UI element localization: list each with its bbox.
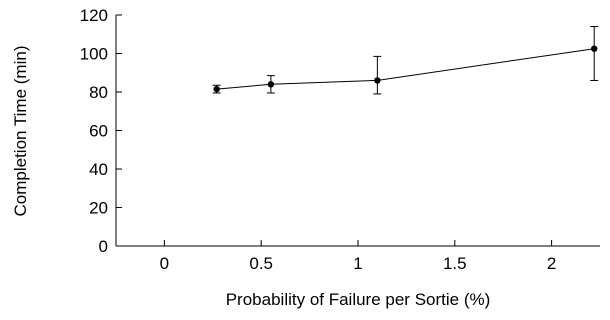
x-tick-label: 1 [353, 254, 362, 273]
x-tick-label: 0 [160, 254, 169, 273]
x-tick-label: 1.5 [443, 254, 467, 273]
axes [115, 15, 600, 247]
x-axis-title: Probability of Failure per Sortie (%) [226, 290, 491, 309]
series-line [216, 48, 595, 90]
y-tick-label: 40 [89, 160, 108, 179]
x-tick-label: 0.5 [249, 254, 273, 273]
y-tick-label: 100 [80, 45, 108, 64]
y-tick-label: 0 [99, 237, 108, 256]
data-point [590, 45, 598, 52]
y-tick-label: 80 [89, 83, 108, 102]
y-axis-title: Completion Time (min) [11, 46, 30, 217]
y-tick-label: 120 [80, 6, 108, 25]
y-tick-label: 60 [89, 122, 108, 141]
data-point [374, 77, 381, 84]
x-tick-label: 2 [547, 254, 556, 273]
ticks: 0 20 40 60 80 100 120 0 0.5 1 1.5 2 [80, 6, 557, 273]
marks [212, 26, 599, 95]
data-point [267, 81, 275, 88]
y-tick-label: 20 [89, 199, 108, 218]
data-point [213, 85, 220, 93]
